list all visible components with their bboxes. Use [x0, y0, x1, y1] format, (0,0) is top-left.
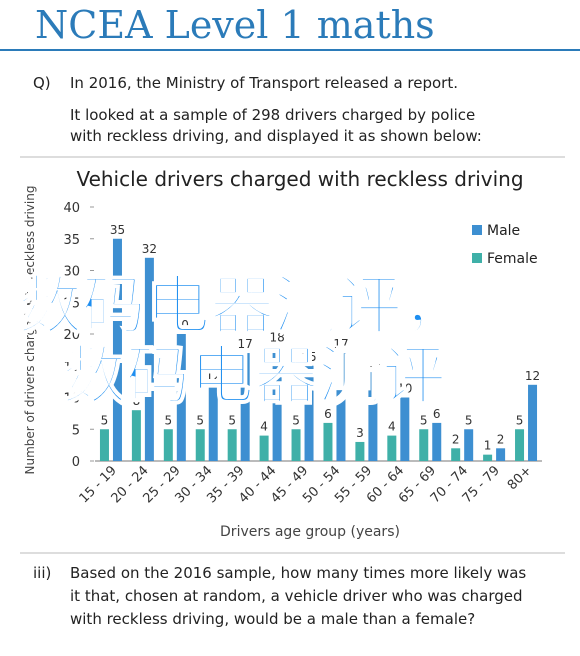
- bar: [304, 365, 314, 461]
- y-tick-label: 20: [63, 328, 80, 343]
- x-tick-label: 80+: [505, 463, 535, 493]
- bar: [227, 429, 237, 461]
- y-tick-label: 15: [63, 360, 80, 375]
- part-line: with reckless driving, would be a male t…: [70, 610, 475, 628]
- part-line: Based on the 2016 sample, how many times…: [70, 564, 526, 582]
- value-label: 5: [465, 413, 473, 427]
- bar: [272, 346, 282, 461]
- value-label: 17: [238, 337, 253, 351]
- value-label: 4: [260, 420, 268, 434]
- watermark-text: 数码电器测评: [62, 340, 446, 414]
- bar: [515, 429, 525, 461]
- value-label: 12: [525, 369, 540, 383]
- legend-label: Female: [487, 251, 538, 267]
- legend-swatch: [472, 225, 482, 235]
- bar: [323, 422, 333, 461]
- y-tick-label: 10: [63, 392, 80, 407]
- bar: [483, 454, 493, 461]
- value-label: 15: [301, 350, 316, 364]
- value-label: 5: [196, 413, 204, 427]
- bar: [291, 429, 301, 461]
- value-label: 2: [452, 432, 460, 446]
- legend-swatch: [472, 253, 482, 263]
- bar: [432, 422, 442, 461]
- value-label: 35: [110, 223, 125, 237]
- value-label: 12: [206, 369, 221, 383]
- bar: [355, 441, 365, 461]
- value-label: 5: [420, 413, 428, 427]
- bar: [112, 238, 122, 461]
- value-label: 1: [484, 439, 492, 453]
- value-label: 8: [133, 394, 141, 408]
- question-line: with reckless driving, and displayed it …: [70, 127, 482, 145]
- y-tick-label: 35: [63, 233, 80, 248]
- bar: [259, 435, 269, 461]
- y-tick-label: 5: [72, 423, 80, 438]
- bar: [464, 429, 474, 461]
- bar: [176, 334, 186, 461]
- y-axis-title: Number of drivers charged with reckless …: [23, 186, 37, 475]
- part-line: it that, chosen at random, a vehicle dri…: [70, 587, 523, 605]
- value-label: 17: [333, 337, 348, 351]
- bar: [195, 429, 205, 461]
- bar: [163, 429, 173, 461]
- y-tick-label: 30: [63, 265, 80, 280]
- value-label: 4: [388, 420, 396, 434]
- bar: [144, 257, 154, 461]
- chart-title: Vehicle drivers charged with reckless dr…: [76, 167, 523, 191]
- value-label: 6: [324, 407, 332, 421]
- y-tick-label: 25: [63, 296, 80, 311]
- bar: [528, 384, 538, 461]
- bar: [387, 435, 397, 461]
- y-tick-label: 0: [72, 455, 80, 470]
- value-label: 5: [292, 413, 300, 427]
- bar: [496, 448, 506, 461]
- value-label: 10: [397, 382, 412, 396]
- y-tick-label: 40: [63, 201, 80, 216]
- bar: [336, 353, 346, 461]
- question-label: Q): [33, 74, 51, 92]
- header-title: NCEA Level 1 maths: [35, 3, 435, 47]
- value-label: 18: [269, 331, 284, 345]
- x-axis-title: Drivers age group (years): [220, 524, 400, 540]
- value-label: 14: [365, 356, 380, 370]
- value-label: 5: [516, 413, 524, 427]
- question-intro: In 2016, the Ministry of Transport relea…: [70, 74, 458, 92]
- value-label: 3: [356, 426, 364, 440]
- bar: [240, 353, 250, 461]
- part-label: iii): [33, 564, 51, 582]
- question-line: It looked at a sample of 298 drivers cha…: [70, 106, 475, 124]
- value-label: 32: [142, 242, 157, 256]
- legend-label: Male: [487, 223, 520, 239]
- value-label: 5: [165, 413, 173, 427]
- watermark-text: 数码电器测评，: [18, 270, 466, 344]
- bar: [368, 372, 378, 461]
- value-label: 5: [101, 413, 109, 427]
- value-label: 6: [433, 407, 441, 421]
- bar: [131, 410, 141, 461]
- value-label: 5: [228, 413, 236, 427]
- bar: [400, 397, 410, 461]
- bar: [451, 448, 461, 461]
- bar: [419, 429, 429, 461]
- bar: [208, 384, 218, 461]
- value-label: 2: [497, 432, 505, 446]
- bar: [99, 429, 109, 461]
- value-label: 20: [174, 318, 189, 332]
- watermark: 数码电器测评， 数码电器测评: [17, 269, 467, 415]
